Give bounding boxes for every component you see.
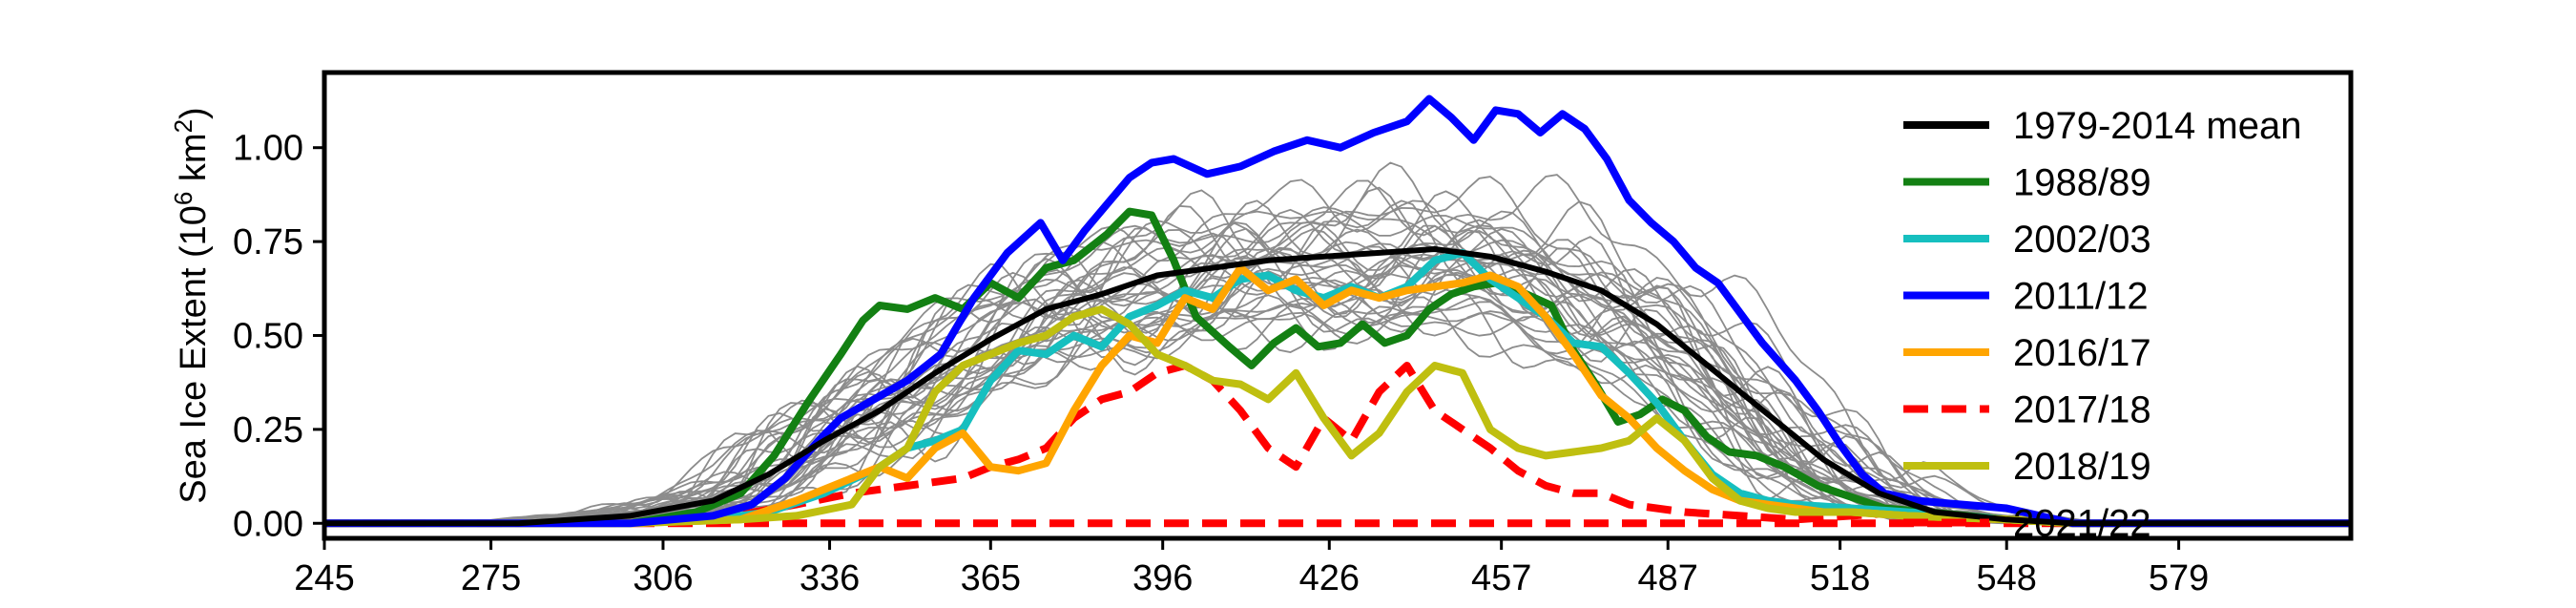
legend-label: 2016/17 [2013,332,2151,374]
x-tick-label: 396 [1132,558,1193,598]
y-tick-label: 0.50 [233,316,303,356]
y-tick-label: 0.00 [233,504,303,544]
x-tick-label: 336 [800,558,860,598]
y-axis: 0.00 0.25 0.50 0.75 1.00 [233,129,324,544]
series-lines [324,94,2351,528]
x-tick-label: 306 [633,558,693,598]
y-tick-label: 0.75 [233,222,303,262]
x-tick-label: 365 [961,558,1021,598]
series-line-2017-18 [324,362,2351,528]
legend-label: 2002/03 [2013,219,2151,261]
legend-label: 2018/19 [2013,446,2151,488]
x-tick-label: 457 [1471,558,1531,598]
x-tick-label: 275 [461,558,521,598]
legend-label: 2021/22 [2013,503,2151,545]
series-line-1988-89 [324,207,2351,528]
series-line-1979-2014-mean [324,246,2351,527]
x-tick-label: 487 [1638,558,1698,598]
legend-label: 1988/89 [2013,162,2151,204]
plot-frame [322,70,2354,541]
legend-label: 2011/12 [2013,276,2149,318]
x-tick-label: 518 [1810,558,1870,598]
legend-label: 1979-2014 mean [2013,105,2301,147]
series-line-2002-03 [324,248,2351,528]
legend-label: 2017/18 [2013,389,2151,431]
x-tick-label: 245 [294,558,354,598]
series-line-2018-19 [324,304,2351,528]
x-tick-label: 548 [1977,558,2037,598]
x-axis: 245 275 306 336 365 396 426 457 487 518 548 579 [294,538,2209,598]
series-line-2011-12 [324,94,2351,528]
y-tick-label: 1.00 [233,129,303,169]
x-tick-label: 579 [2149,558,2209,598]
y-axis-title: Sea Ice Extent (106 km2) [169,107,214,503]
x-tick-label: 426 [1299,558,1360,598]
y-tick-label: 0.25 [233,410,303,451]
legend: 1979-2014 mean 1988/89 2002/03 2011/12 2016/… [1903,105,2301,545]
